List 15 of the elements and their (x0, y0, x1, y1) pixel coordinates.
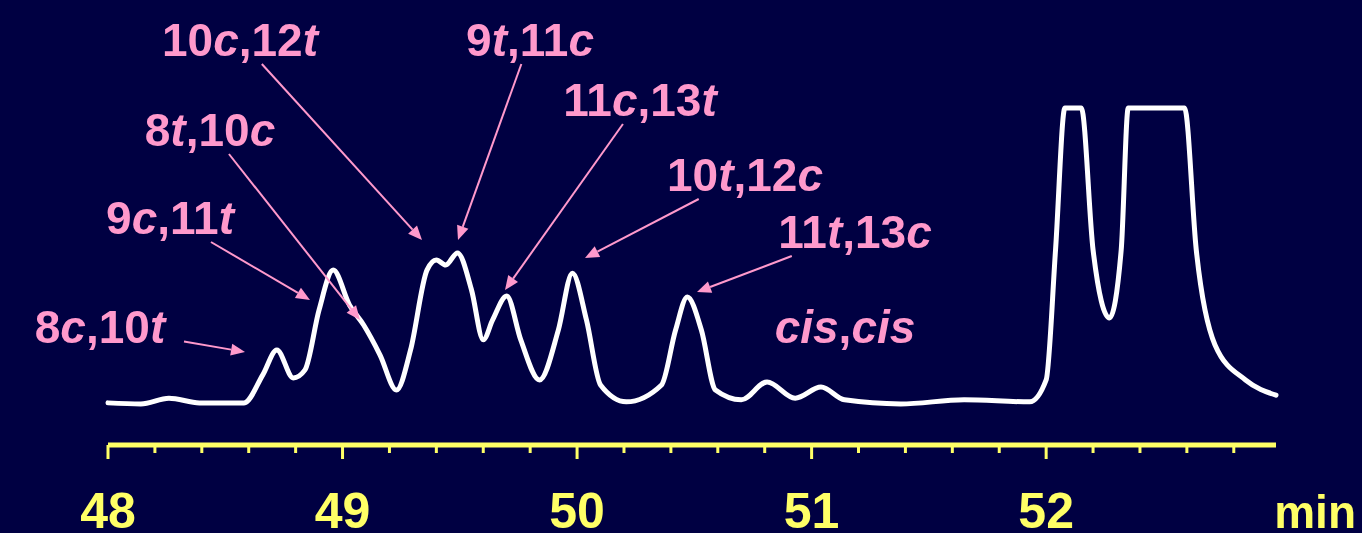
text: 9t,11c (466, 14, 594, 66)
annotation: 9c,11t (106, 192, 236, 244)
x-tick-label: 49 (314, 483, 371, 533)
annotation: 11t,13c (778, 206, 932, 258)
annotation: 8c,10t (34, 301, 167, 353)
text: 10c,12t (161, 14, 320, 66)
x-tick-label: 50 (549, 483, 605, 533)
x-tick-label: 48 (80, 483, 136, 533)
annotation: cis,cis (774, 301, 916, 353)
x-axis-title: min (1274, 486, 1356, 533)
x-tick-label: 52 (1018, 483, 1074, 533)
annotation: 8t,10c (144, 104, 276, 156)
annotation: 10t,12c (666, 149, 824, 201)
annotation: 11c,13t (563, 74, 719, 126)
x-tick-label: 51 (783, 483, 840, 533)
